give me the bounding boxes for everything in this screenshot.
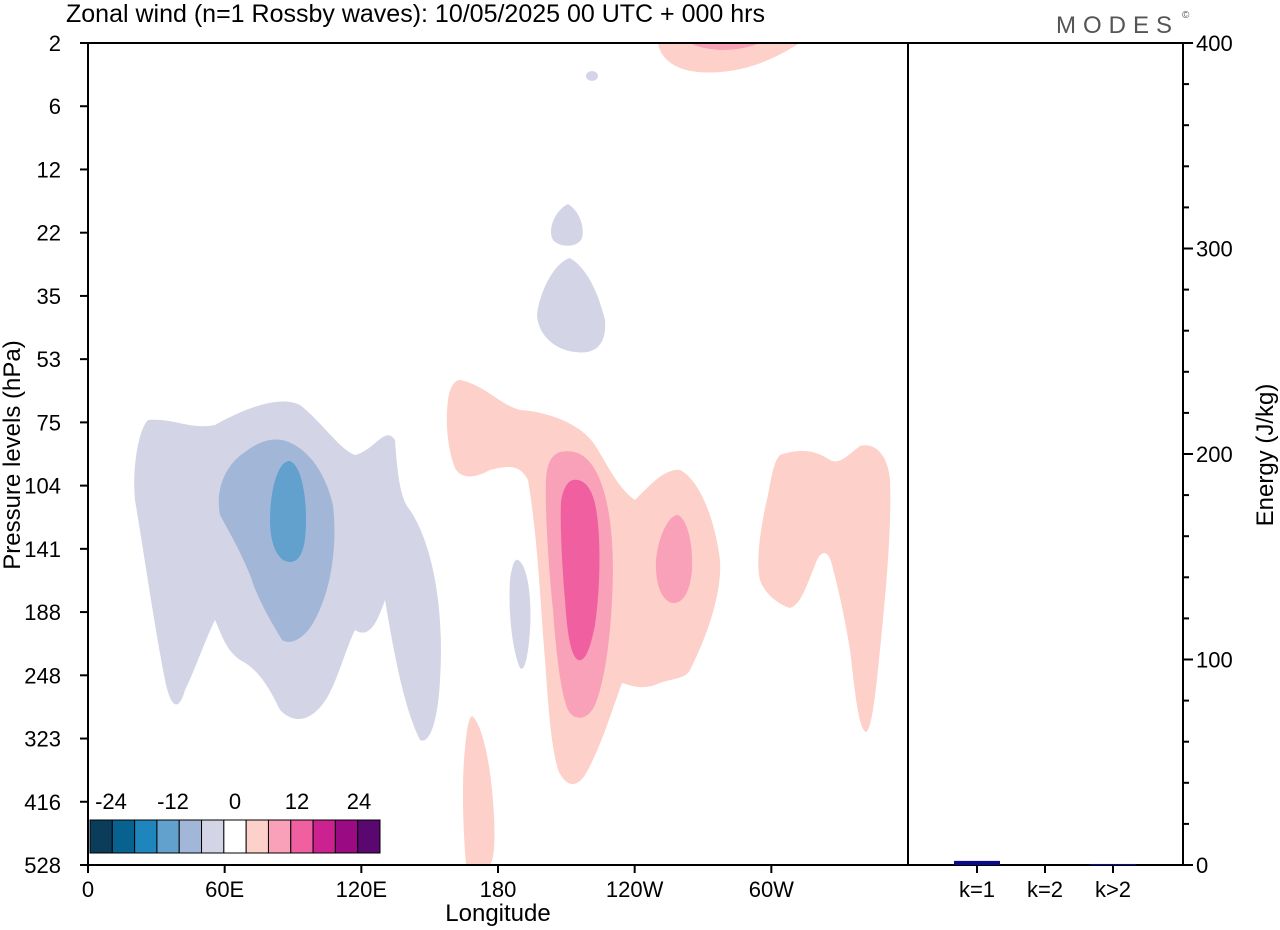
contour-positive-12 [560,479,600,661]
energy-category-label: k>2 [1095,877,1131,902]
pressure-tick-label: 35 [37,284,61,309]
pressure-tick-label: 141 [24,537,61,562]
colorbar-label: 0 [229,789,241,814]
contour-positive-4-east [758,445,891,732]
colorbar-label: -12 [157,789,189,814]
x-axis-title: Longitude [445,900,550,927]
colorbar-swatch [312,819,336,854]
colorbar-swatch [156,819,180,854]
contour-field [134,43,891,864]
contour-positive-4-lower [462,716,495,864]
pressure-tick-label: 188 [24,600,61,625]
energy-category-label: k=2 [1027,877,1063,902]
pressure-tick-label: 2 [49,31,61,56]
colorbar-swatch [334,819,359,854]
longitude-tick-label: 60W [749,877,794,902]
contour-positive-8-east [655,515,693,604]
longitude-axis: 0 60E 120E 180 120W 60W [82,865,794,902]
colorbar-legend: -24 -12 0 12 24 [89,789,381,854]
contour-negative-4-narrow [509,559,531,669]
colorbar-swatch [178,819,203,854]
longitude-tick-label: 0 [82,877,94,902]
energy-axis: 0 100 200 300 400 [1183,31,1233,878]
colorbar-swatch [267,819,292,854]
chart-title: Zonal wind (n=1 Rossby waves): 10/05/202… [66,0,765,28]
pressure-tick-label: 528 [24,853,61,878]
svg-text:MODES: MODES [1056,12,1179,39]
contour-negative-12 [270,460,306,562]
colorbar-swatch [134,819,158,854]
colorbar-label: -24 [95,789,127,814]
colorbar-swatch [89,819,113,854]
pressure-tick-label: 104 [24,474,61,499]
pressure-tick-label: 6 [49,94,61,119]
energy-tick-label: 300 [1196,237,1233,262]
pressure-tick-label: 323 [24,727,61,752]
pressure-axis: 2 6 12 22 35 53 75 104 141 188 248 323 416 528 [24,31,88,878]
svg-text:©: © [1182,10,1190,21]
longitude-tick-label: 120W [606,877,664,902]
energy-category-label: k=1 [959,877,995,902]
pressure-tick-label: 22 [37,221,61,246]
energy-axis-title: Energy (J/kg) [1252,384,1279,527]
contour-negative-4-upper [537,258,606,353]
contour-positive-4-top [658,43,800,73]
pressure-tick-label: 12 [37,157,61,182]
colorbar-swatch [245,819,269,854]
colorbar-swatch [357,819,381,854]
energy-tick-label: 0 [1196,853,1208,878]
pressure-tick-label: 248 [24,663,61,688]
contour-negative-4-top-dot [586,71,598,81]
colorbar-swatch [201,819,225,854]
colorbar-label: 24 [347,789,371,814]
colorbar-swatch [223,819,247,854]
energy-tick-label: 400 [1196,31,1233,56]
colorbar-label: 12 [285,789,309,814]
modes-logo: MODES © [1056,10,1190,39]
colorbar-swatch [111,819,136,854]
pressure-tick-label: 75 [37,410,61,435]
longitude-tick-label: 120E [336,877,387,902]
longitude-tick-label: 180 [480,877,517,902]
longitude-tick-label: 60E [205,877,244,902]
energy-tick-label: 200 [1196,442,1233,467]
energy-tick-label: 100 [1196,648,1233,673]
pressure-tick-label: 416 [24,790,61,815]
energy-bars: k=1 k=2 k>2 [954,860,1136,902]
energy-bar-1 [954,860,1000,865]
contour-positive-8-top [690,43,760,50]
colorbar-swatch [290,819,314,854]
y-axis-title: Pressure levels (hPa) [0,340,26,569]
energy-bar-3 [1090,863,1136,865]
contour-negative-4-upper-small [550,204,583,246]
pressure-tick-label: 53 [37,347,61,372]
